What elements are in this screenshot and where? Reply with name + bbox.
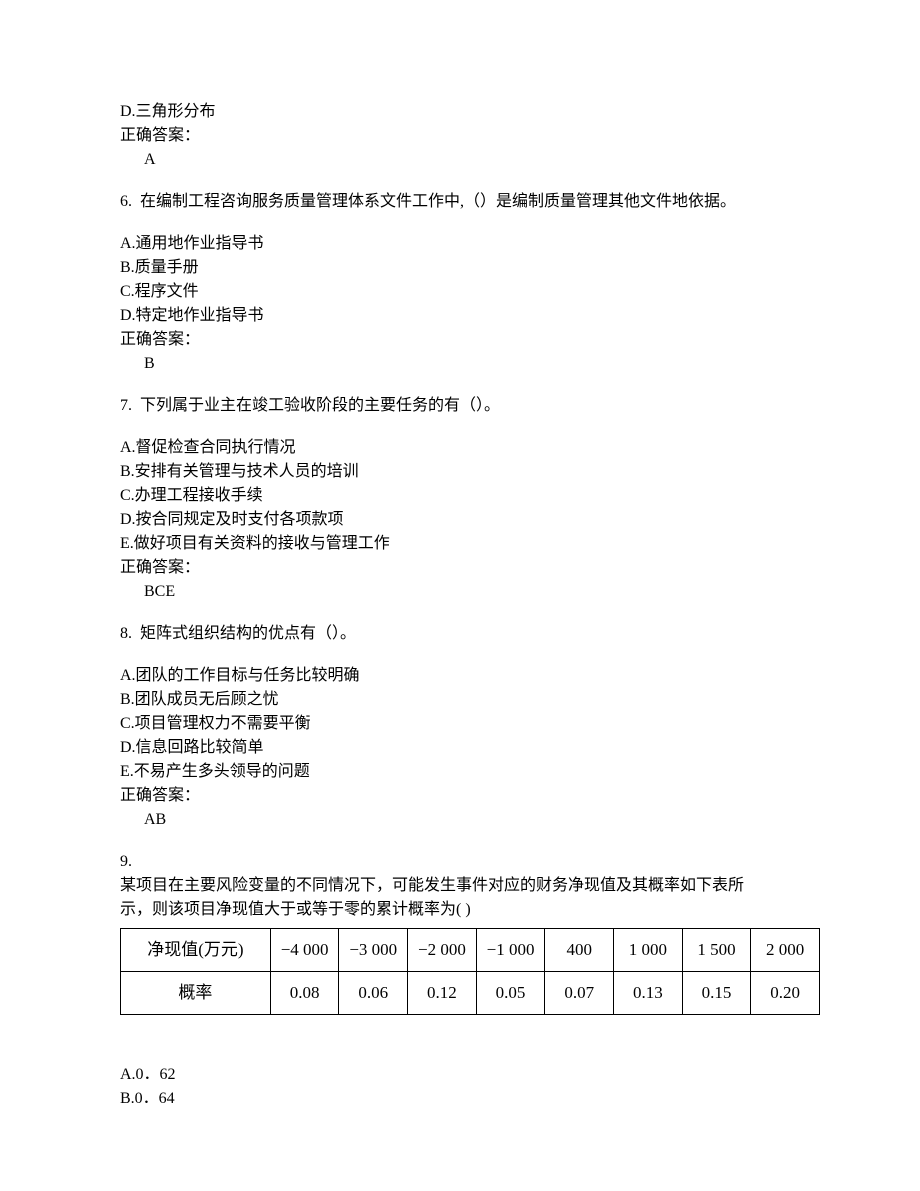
q9-option-a: A.0．62 (120, 1063, 800, 1087)
q7-option-c: C.办理工程接收手续 (120, 484, 800, 508)
q7-option-a: A.督促检查合同执行情况 (120, 436, 800, 460)
q6-options: A.通用地作业指导书 B.质量手册 C.程序文件 D.特定地作业指导书 正确答案… (120, 232, 800, 376)
q9-option-b: B.0．64 (120, 1087, 800, 1111)
npv-cell: 1 000 (614, 929, 683, 972)
npv-probability-table: 净现值(万元) −4 000 −3 000 −2 000 −1 000 400 … (120, 928, 820, 1015)
prob-cell: 0.15 (682, 972, 751, 1015)
q8-option-d: D.信息回路比较简单 (120, 736, 800, 760)
npv-cell: 1 500 (682, 929, 751, 972)
prob-cell: 0.05 (476, 972, 545, 1015)
q7-options: A.督促检查合同执行情况 B.安排有关管理与技术人员的培训 C.办理工程接收手续… (120, 436, 800, 604)
q7-option-d: D.按合同规定及时支付各项款项 (120, 508, 800, 532)
prob-cell: 0.12 (408, 972, 477, 1015)
q9-table: 净现值(万元) −4 000 −3 000 −2 000 −1 000 400 … (120, 928, 820, 1015)
q8-option-b: B.团队成员无后顾之忧 (120, 688, 800, 712)
q5-answer: A (120, 148, 800, 172)
q8-answer-label: 正确答案： (120, 784, 800, 808)
q8-options: A.团队的工作目标与任务比较明确 B.团队成员无后顾之忧 C.项目管理权力不需要… (120, 664, 800, 832)
q6-stem: 6. 在编制工程咨询服务质量管理体系文件工作中,（）是编制质量管理其他文件地依据… (120, 190, 800, 214)
npv-cell: −2 000 (408, 929, 477, 972)
q6-answer-label: 正确答案： (120, 328, 800, 352)
q7-option-e: E.做好项目有关资料的接收与管理工作 (120, 532, 800, 556)
q8-answer: AB (120, 808, 800, 832)
spacer (120, 1015, 800, 1063)
npv-cell: 400 (545, 929, 614, 972)
table-row: 净现值(万元) −4 000 −3 000 −2 000 −1 000 400 … (121, 929, 820, 972)
q7-answer-label: 正确答案： (120, 556, 800, 580)
q6-option-b: B.质量手册 (120, 256, 800, 280)
q7-option-b: B.安排有关管理与技术人员的培训 (120, 460, 800, 484)
q6-option-d: D.特定地作业指导书 (120, 304, 800, 328)
q6-option-c: C.程序文件 (120, 280, 800, 304)
npv-cell: −3 000 (339, 929, 408, 972)
q7-answer: BCE (120, 580, 800, 604)
q8-stem: 8. 矩阵式组织结构的优点有（）。 (120, 622, 800, 646)
q5-answer-label: 正确答案： (120, 124, 800, 148)
row2-label: 概率 (121, 972, 271, 1015)
npv-cell: −1 000 (476, 929, 545, 972)
q9-number: 9. (120, 850, 800, 874)
q8-option-a: A.团队的工作目标与任务比较明确 (120, 664, 800, 688)
q5-option-d: D.三角形分布 (120, 100, 800, 124)
document-page: D.三角形分布 正确答案： A 6. 在编制工程咨询服务质量管理体系文件工作中,… (0, 0, 920, 1191)
q6-option-a: A.通用地作业指导书 (120, 232, 800, 256)
q8-option-c: C.项目管理权力不需要平衡 (120, 712, 800, 736)
prob-cell: 0.20 (751, 972, 820, 1015)
row1-label: 净现值(万元) (121, 929, 271, 972)
q9-stem-line2: 示，则该项目净现值大于或等于零的累计概率为( ) (120, 898, 800, 922)
prob-cell: 0.07 (545, 972, 614, 1015)
prob-cell: 0.08 (270, 972, 339, 1015)
q9-stem-line1: 某项目在主要风险变量的不同情况下，可能发生事件对应的财务净现值及其概率如下表所 (120, 874, 800, 898)
table-row: 概率 0.08 0.06 0.12 0.05 0.07 0.13 0.15 0.… (121, 972, 820, 1015)
npv-cell: −4 000 (270, 929, 339, 972)
q6-answer: B (120, 352, 800, 376)
prob-cell: 0.06 (339, 972, 408, 1015)
q8-option-e: E.不易产生多头领导的问题 (120, 760, 800, 784)
prob-cell: 0.13 (614, 972, 683, 1015)
npv-cell: 2 000 (751, 929, 820, 972)
q7-stem: 7. 下列属于业主在竣工验收阶段的主要任务的有（）。 (120, 394, 800, 418)
